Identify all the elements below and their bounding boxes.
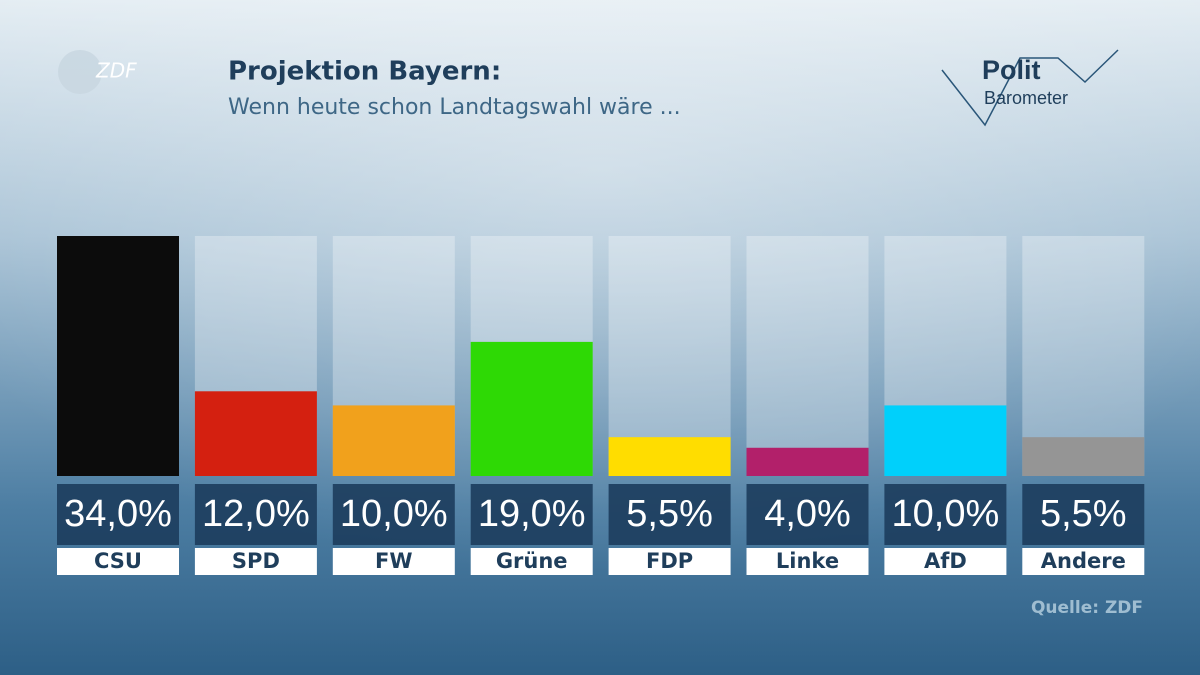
value-label: 10,0%: [340, 493, 448, 535]
x-tick-label: CSU: [94, 549, 142, 573]
name-box: [57, 548, 179, 575]
bar-track: [608, 236, 731, 476]
zdf-logo: ZDF: [95, 59, 137, 83]
brand-polit: Polit: [982, 55, 1041, 85]
bar: [1022, 437, 1145, 476]
value-box: [332, 484, 455, 545]
value-box: [608, 484, 731, 545]
value-box: [194, 484, 317, 545]
value-label: 5,5%: [1040, 493, 1127, 535]
value-label: 4,0%: [764, 493, 851, 535]
value-label: 5,5%: [626, 493, 713, 535]
x-tick-label: AfD: [924, 549, 967, 573]
brand-barometer: Barometer: [984, 88, 1068, 108]
bar: [884, 405, 1007, 476]
name-box: [470, 548, 593, 575]
value-label: 12,0%: [202, 493, 310, 535]
value-box: [746, 484, 869, 545]
brand-line: [941, 49, 1119, 127]
bar-track: [746, 236, 869, 476]
value-box: [884, 484, 1007, 545]
value-box: [57, 484, 179, 545]
zdf-logo-circle: [58, 50, 102, 94]
x-tick-label: Andere: [1041, 549, 1126, 573]
source: Quelle: ZDF: [1031, 598, 1143, 618]
bar: [470, 341, 593, 476]
value-label: 10,0%: [892, 493, 1000, 535]
value-label: 19,0%: [478, 493, 586, 535]
name-box: [332, 548, 455, 575]
name-box: [608, 548, 731, 575]
value-box: [1022, 484, 1145, 545]
chart-title: Projektion Bayern:: [228, 57, 501, 87]
x-tick-label: SPD: [232, 549, 280, 573]
bar: [57, 236, 179, 476]
x-tick-label: Grüne: [496, 549, 568, 573]
bar-track: [1022, 236, 1145, 476]
name-box: [746, 548, 869, 575]
bar: [332, 405, 455, 476]
bar: [608, 437, 731, 476]
x-tick-label: Linke: [776, 549, 839, 573]
x-tick-label: FW: [375, 549, 413, 573]
bar: [746, 447, 869, 476]
value-box: [470, 484, 593, 545]
value-label: 34,0%: [64, 493, 172, 535]
chart-subtitle: Wenn heute schon Landtagswahl wäre ...: [228, 95, 681, 120]
name-box: [884, 548, 1007, 575]
name-box: [194, 548, 317, 575]
bar: [194, 391, 317, 476]
name-box: [1022, 548, 1145, 575]
x-tick-label: FDP: [646, 549, 693, 573]
